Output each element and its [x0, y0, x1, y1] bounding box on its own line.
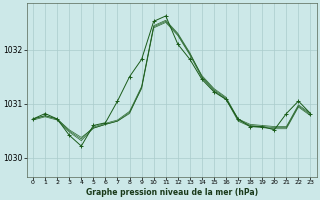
- X-axis label: Graphe pression niveau de la mer (hPa): Graphe pression niveau de la mer (hPa): [86, 188, 258, 197]
